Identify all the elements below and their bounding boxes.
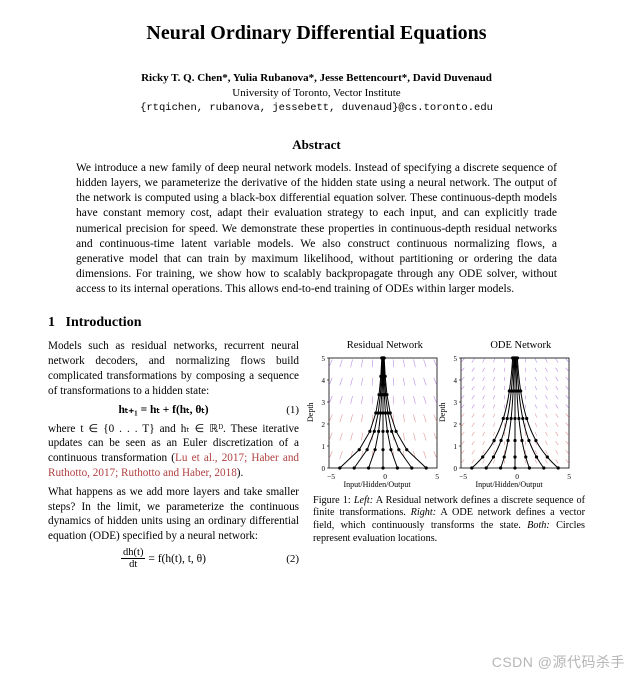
figure-column: Residual Network ODE Network Depth 0 1 2 3 4… — [313, 339, 585, 575]
abstract-text: We introduce a new family of deep neural… — [76, 161, 557, 298]
fig-right-title: ODE Network — [490, 339, 551, 352]
xlabel-left: Input/Hidden/Output — [313, 480, 441, 490]
ode-plot: 0 1 2 3 4 5 — [445, 354, 573, 472]
svg-text:5: 5 — [454, 355, 458, 363]
svg-text:2: 2 — [454, 421, 458, 429]
equation-1: hₜ₊₁ = hₜ + f(hₜ, θₜ) (1) — [48, 403, 299, 418]
figure-caption: Figure 1: Left: A Residual network defin… — [313, 495, 585, 546]
svg-text:3: 3 — [454, 399, 458, 407]
svg-text:4: 4 — [322, 377, 326, 385]
eq2-number: (2) — [279, 552, 299, 567]
intro-p1: Models such as residual networks, recurr… — [48, 339, 299, 398]
fig-left-title: Residual Network — [347, 339, 423, 352]
xlabel-right: Input/Hidden/Output — [445, 480, 573, 490]
intro-text-column: Models such as residual networks, recurr… — [48, 339, 299, 575]
author-names: Ricky T. Q. Chen*, Yulia Rubanova*, Jess… — [48, 71, 585, 86]
author-emails: {rtqichen, rubanova, jessebett, duvenaud… — [48, 101, 585, 115]
section-title: Introduction — [66, 315, 142, 330]
svg-text:5: 5 — [322, 355, 326, 363]
author-block: Ricky T. Q. Chen*, Yulia Rubanova*, Jess… — [48, 71, 585, 115]
paper-title: Neural Ordinary Differential Equations — [48, 22, 585, 45]
svg-text:0: 0 — [454, 465, 458, 472]
paper-page: Neural Ordinary Differential Equations R… — [0, 0, 633, 575]
svg-text:3: 3 — [322, 399, 326, 407]
svg-text:1: 1 — [322, 443, 326, 451]
intro-p2: where t ∈ {0 . . . T} and hₜ ∈ ℝᴰ. These… — [48, 422, 299, 481]
residual-plot: 0 1 2 3 4 5 — [313, 354, 441, 472]
svg-text:2: 2 — [322, 421, 326, 429]
svg-text:4: 4 — [454, 377, 458, 385]
svg-text:1: 1 — [454, 443, 458, 451]
section-heading: 1 Introduction — [48, 315, 585, 331]
eq1-body: hₜ₊₁ = hₜ + f(hₜ, θₜ) — [118, 404, 208, 416]
ylabel: Depth — [306, 403, 316, 423]
fig-left: Depth 012345 −5 0 5 Input/Hidden/Output — [313, 354, 441, 491]
figure-titles: Residual Network ODE Network — [313, 339, 585, 352]
equation-2: dh(t)dt = f(h(t), t, θ) (2) — [48, 548, 299, 571]
abstract-heading: Abstract — [48, 137, 585, 153]
svg-text:0: 0 — [322, 465, 326, 472]
fig-right: Depth 012345 −5 0 5 Input/Hidden/Output — [445, 354, 573, 491]
eq1-number: (1) — [279, 403, 299, 418]
two-column-region: Models such as residual networks, recurr… — [48, 339, 585, 575]
figure-pair: Depth 012345 −5 0 5 Input/Hidden/Output … — [313, 354, 585, 491]
author-affiliation: University of Toronto, Vector Institute — [48, 86, 585, 101]
section-number: 1 — [48, 315, 55, 330]
intro-p3: What happens as we add more layers and t… — [48, 485, 299, 544]
ylabel: Depth — [438, 403, 448, 423]
watermark: CSDN @源代码杀手 — [492, 652, 625, 672]
